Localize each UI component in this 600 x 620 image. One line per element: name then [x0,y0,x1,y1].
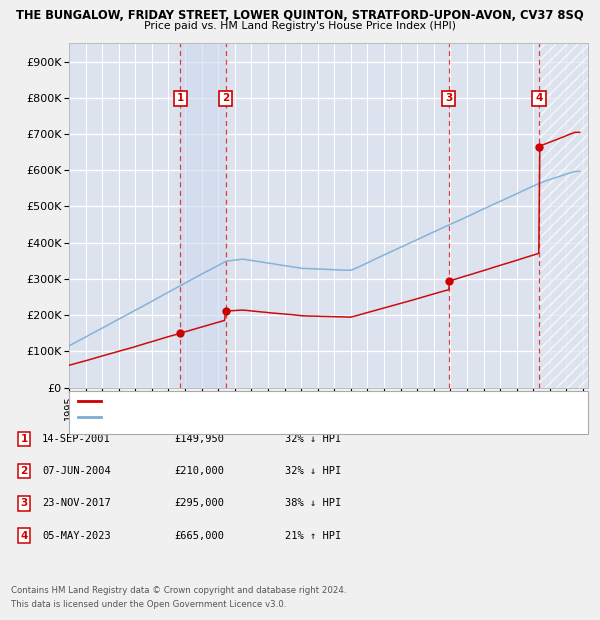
Text: 32% ↓ HPI: 32% ↓ HPI [285,466,341,476]
Text: Contains HM Land Registry data © Crown copyright and database right 2024.: Contains HM Land Registry data © Crown c… [11,586,346,595]
Text: Price paid vs. HM Land Registry's House Price Index (HPI): Price paid vs. HM Land Registry's House … [144,21,456,31]
Text: This data is licensed under the Open Government Licence v3.0.: This data is licensed under the Open Gov… [11,600,286,609]
Text: 23-NOV-2017: 23-NOV-2017 [42,498,111,508]
Text: 4: 4 [535,94,542,104]
Text: THE BUNGALOW, FRIDAY STREET, LOWER QUINTON, STRATFORD-UPON-AVON, CV37 8SQ: THE BUNGALOW, FRIDAY STREET, LOWER QUINT… [105,397,488,405]
Text: £210,000: £210,000 [174,466,224,476]
Text: 07-JUN-2004: 07-JUN-2004 [42,466,111,476]
Text: 2: 2 [222,94,229,104]
Bar [539,43,596,388]
Text: 3: 3 [445,94,452,104]
Text: 38% ↓ HPI: 38% ↓ HPI [285,498,341,508]
Text: 3: 3 [20,498,28,508]
Text: 32% ↓ HPI: 32% ↓ HPI [285,434,341,444]
Text: 2: 2 [20,466,28,476]
Bar [180,43,226,388]
Text: HPI: Average price, detached house, Stratford-on-Avon: HPI: Average price, detached house, Stra… [105,413,341,422]
Text: £665,000: £665,000 [174,531,224,541]
Text: £295,000: £295,000 [174,498,224,508]
Text: 4: 4 [20,531,28,541]
Text: THE BUNGALOW, FRIDAY STREET, LOWER QUINTON, STRATFORD-UPON-AVON, CV37 8SQ: THE BUNGALOW, FRIDAY STREET, LOWER QUINT… [16,9,584,22]
Text: 05-MAY-2023: 05-MAY-2023 [42,531,111,541]
Text: 21% ↑ HPI: 21% ↑ HPI [285,531,341,541]
Text: 14-SEP-2001: 14-SEP-2001 [42,434,111,444]
Text: £149,950: £149,950 [174,434,224,444]
Text: 1: 1 [176,94,184,104]
Text: 1: 1 [20,434,28,444]
